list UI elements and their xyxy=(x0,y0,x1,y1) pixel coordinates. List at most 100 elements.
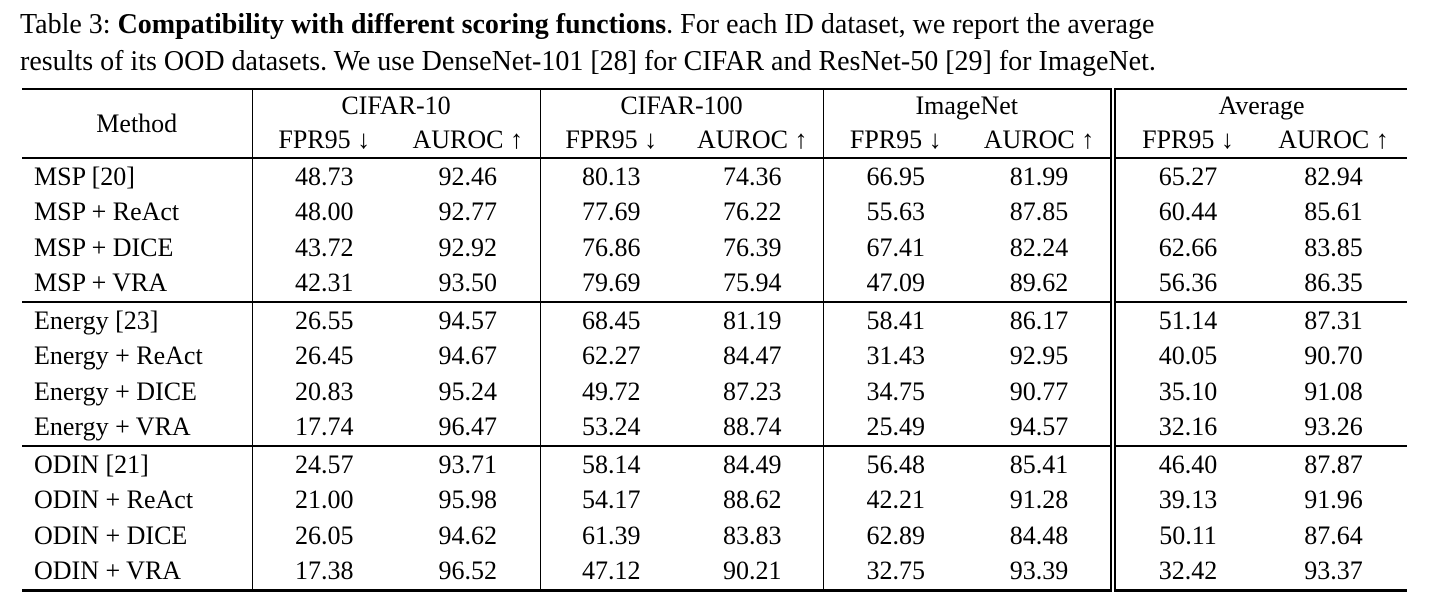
table-row: ODIN [21] 24.57 93.71 58.14 84.49 56.48 85.41 4… xyxy=(22,445,1407,483)
value-cell: 91.28 xyxy=(1009,485,1069,515)
value-cell: 17.38 xyxy=(251,553,396,591)
value-cell: 47.09 xyxy=(822,265,968,302)
value-cell: 86.35 xyxy=(1304,268,1363,298)
value-cell: 58.41 xyxy=(822,301,968,339)
value-cell: 81.19 xyxy=(682,301,823,339)
value-cell: 87.87 xyxy=(1260,445,1407,483)
header-group-row: Method CIFAR-10 CIFAR-100 ImageNet Avera… xyxy=(22,89,1407,159)
column-header-fpr95: FPR95 ↓ xyxy=(539,122,682,159)
value-cell: 91.96 xyxy=(1304,485,1363,515)
value-cell: 92.95 xyxy=(1009,341,1069,371)
value-cell: 20.83 xyxy=(251,374,396,410)
method-cell: MSP + ReAct xyxy=(34,197,180,227)
value-cell: 94.57 xyxy=(396,301,540,339)
value-cell: 26.55 xyxy=(251,301,396,339)
method-cell: ODIN + VRA xyxy=(34,556,182,586)
value-cell: 95.24 xyxy=(438,376,498,406)
column-header-auroc: AUROC ↑ xyxy=(396,122,540,159)
value-cell: 34.75 xyxy=(822,374,968,410)
value-cell: 56.36 xyxy=(1110,265,1260,302)
value-cell: 47.12 xyxy=(539,553,682,591)
value-cell: 75.94 xyxy=(723,268,782,298)
value-cell: 84.47 xyxy=(723,341,782,371)
value-cell: 93.39 xyxy=(1009,556,1069,586)
value-cell: 54.17 xyxy=(539,482,682,518)
value-cell: 42.21 xyxy=(822,482,968,518)
value-cell: 62.89 xyxy=(822,518,968,554)
value-cell: 94.62 xyxy=(438,520,498,550)
value-cell: 80.13 xyxy=(539,158,682,195)
value-cell: 82.24 xyxy=(1009,232,1069,262)
column-header-auroc: AUROC ↑ xyxy=(968,122,1113,159)
value-cell: 92.92 xyxy=(438,232,498,262)
value-cell: 86.17 xyxy=(968,301,1113,339)
value-cell: 87.85 xyxy=(1009,197,1069,227)
value-cell: 89.62 xyxy=(1009,268,1069,298)
method-cell: MSP + DICE xyxy=(34,232,174,262)
value-cell: 85.41 xyxy=(968,445,1113,483)
caption-prefix: Table 3: xyxy=(20,9,118,40)
value-cell: 76.39 xyxy=(723,232,782,262)
value-cell: 83.83 xyxy=(723,520,782,550)
value-cell: 82.94 xyxy=(1304,161,1363,191)
value-cell: 31.43 xyxy=(822,338,968,374)
value-cell: 74.36 xyxy=(723,161,782,191)
caption-line1-rest: . For each ID dataset, we report the ave… xyxy=(666,9,1155,40)
value-cell: 26.45 xyxy=(251,338,396,374)
table-row: Energy + DICE 20.83 95.24 49.72 87.23 34.75 90… xyxy=(22,374,1407,410)
value-cell: 66.95 xyxy=(822,158,968,195)
method-cell: MSP [20] xyxy=(34,161,135,191)
value-cell: 93.26 xyxy=(1304,412,1363,442)
column-header-auroc: AUROC ↑ xyxy=(682,122,823,159)
value-cell: 51.14 xyxy=(1110,301,1260,339)
value-cell: 85.61 xyxy=(1304,197,1363,227)
value-cell: 39.13 xyxy=(1110,482,1260,518)
table-row: ODIN + VRA 17.38 96.52 47.12 90.21 32.75 93.39… xyxy=(22,553,1407,591)
value-cell: 77.69 xyxy=(539,194,682,230)
value-cell: 42.31 xyxy=(251,265,396,302)
value-cell: 88.62 xyxy=(723,485,782,515)
value-cell: 88.74 xyxy=(723,412,782,442)
value-cell: 65.27 xyxy=(1110,158,1260,195)
value-cell: 21.00 xyxy=(251,482,396,518)
value-cell: 87.64 xyxy=(1304,520,1363,550)
column-group-cifar100: CIFAR-100 xyxy=(539,89,823,122)
value-cell: 91.08 xyxy=(1304,376,1363,406)
method-cell: ODIN [21] xyxy=(22,445,252,483)
value-cell: 67.41 xyxy=(822,230,968,266)
value-cell: 79.69 xyxy=(539,265,682,302)
value-cell: 93.71 xyxy=(396,445,540,483)
value-cell: 61.39 xyxy=(539,518,682,554)
value-cell: 32.42 xyxy=(1110,553,1260,591)
method-cell: Energy [23] xyxy=(22,301,252,339)
column-header-method: Method xyxy=(22,89,252,159)
table-row: MSP [20] 48.73 92.46 80.13 74.36 66.95 81.99 65… xyxy=(22,158,1407,195)
value-cell: 95.98 xyxy=(438,485,498,515)
table-row: Energy + ReAct 26.45 94.67 62.27 84.47 31.43 9… xyxy=(22,338,1407,374)
header-metric-row: FPR95 ↓ AUROC ↑ FPR95 ↓ AUROC ↑ FPR95 ↓ … xyxy=(22,122,1407,159)
table-row: MSP + DICE 43.72 92.92 76.86 76.39 67.41 82.24… xyxy=(22,230,1407,266)
caption-bold-title: Compatibility with different scoring fun… xyxy=(117,9,667,40)
value-cell: 32.75 xyxy=(822,553,968,591)
value-cell: 90.77 xyxy=(1009,376,1069,406)
table-row: ODIN + ReAct 21.00 95.98 54.17 88.62 42.21 91.… xyxy=(22,482,1407,518)
value-cell: 26.05 xyxy=(251,518,396,554)
value-cell: 87.23 xyxy=(723,376,782,406)
table-row: MSP + VRA 42.31 93.50 79.69 75.94 47.09 89.62 5… xyxy=(22,265,1407,302)
table-caption: Table 3: Compatibility with different sc… xyxy=(20,6,1156,80)
value-cell: 90.70 xyxy=(1304,341,1363,371)
value-cell: 58.14 xyxy=(539,445,682,483)
method-cell: ODIN + DICE xyxy=(34,520,188,550)
value-cell: 90.21 xyxy=(723,556,782,586)
value-cell: 32.16 xyxy=(1110,409,1260,446)
value-cell: 62.27 xyxy=(539,338,682,374)
value-cell: 92.77 xyxy=(438,197,498,227)
results-table-body: MSP [20] 48.73 92.46 80.13 74.36 66.95 81.99 65… xyxy=(22,158,1407,591)
value-cell: 60.44 xyxy=(1110,194,1260,230)
column-header-fpr95: FPR95 ↓ xyxy=(1110,122,1260,159)
value-cell: 17.74 xyxy=(251,409,396,446)
value-cell: 94.57 xyxy=(1009,412,1069,442)
column-group-imagenet: ImageNet xyxy=(822,89,1113,122)
table-row: Energy + VRA 17.74 96.47 53.24 88.74 25.49 94.… xyxy=(22,409,1407,446)
